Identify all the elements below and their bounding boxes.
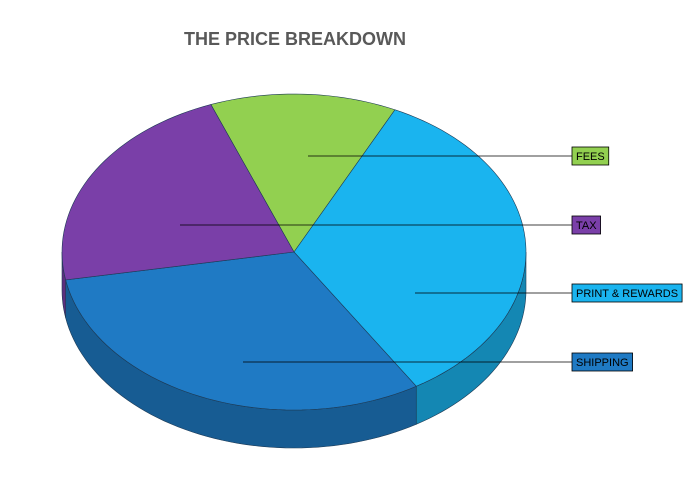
slice: [293, 109, 527, 387]
label-box: [571, 215, 601, 235]
slice: [210, 93, 396, 253]
category-label: FEES: [576, 151, 605, 163]
category-label: TAX: [576, 220, 597, 232]
category-label: SHIPPING: [576, 357, 629, 369]
slice: [61, 104, 295, 281]
category-label: PRINT & REWARDS: [576, 288, 678, 300]
slice: [65, 251, 417, 411]
label-box: [571, 146, 610, 166]
chart-title: THE PRICE BREAKDOWN: [184, 29, 406, 49]
label-box: [571, 352, 633, 372]
label-box: [571, 283, 683, 303]
